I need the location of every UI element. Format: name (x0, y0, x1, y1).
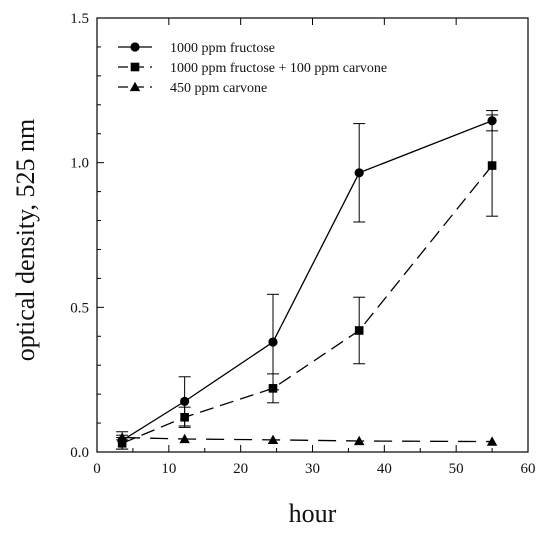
ticks: 0 10 20 30 40 50 60 0.0 0.5 1.0 1.5 (70, 11, 535, 477)
y-axis-title: optical density, 525 nm (11, 119, 40, 361)
plot-frame (96, 17, 529, 453)
axes (96, 17, 529, 453)
series-group (116, 110, 499, 450)
y-tick-label: 1.5 (70, 11, 89, 27)
legend-label: 450 ppm carvone (170, 81, 267, 96)
x-tick-label: 60 (521, 461, 536, 477)
data-point (180, 412, 189, 422)
legend-entry: 450 ppm carvone (118, 81, 267, 96)
data-point (117, 439, 127, 448)
legend-entry: 1000 ppm fructose + 100 ppm carvone (118, 61, 387, 76)
legend-label: 1000 ppm fructose (170, 41, 275, 56)
data-point (486, 436, 498, 446)
series-3 (116, 432, 498, 446)
series-line (121, 165, 493, 444)
data-point (354, 326, 364, 335)
data-point (179, 433, 190, 444)
x-tick-label: 40 (377, 461, 392, 477)
y-tick-label: 0.5 (70, 300, 89, 316)
x-axis-title: hour (289, 499, 337, 528)
data-point (267, 434, 279, 445)
y-tick-label: 1.0 (70, 156, 89, 172)
legend-marker (130, 42, 140, 52)
series-2 (116, 114, 499, 450)
data-point (354, 168, 364, 178)
data-point (180, 396, 190, 406)
legend-label: 1000 ppm fructose + 100 ppm carvone (170, 61, 387, 76)
data-point (116, 432, 128, 442)
x-tick-label: 0 (93, 461, 101, 477)
data-point (353, 435, 365, 446)
data-point (487, 161, 497, 170)
legend-marker (130, 62, 140, 72)
data-point (268, 337, 278, 347)
y-tick-label: 0.0 (70, 445, 89, 461)
x-tick-label: 20 (233, 461, 248, 477)
x-tick-label: 10 (161, 461, 176, 477)
x-tick-label: 30 (305, 461, 320, 477)
series-line (122, 436, 493, 443)
legend-marker (129, 81, 141, 92)
x-tick-label: 50 (449, 461, 464, 477)
series-1 (116, 110, 499, 450)
legend-entry: 1000 ppm fructose (118, 41, 275, 56)
legend: 1000 ppm fructose 1000 ppm fructose + 100… (118, 41, 387, 96)
series-line (121, 120, 493, 441)
data-point (268, 384, 278, 393)
